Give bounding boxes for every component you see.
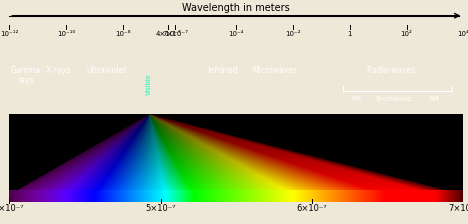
Text: 4×10⁻⁷: 4×10⁻⁷ — [0, 204, 25, 213]
Text: Ultraviolet: Ultraviolet — [87, 66, 127, 75]
Text: 1: 1 — [348, 31, 352, 37]
Text: 10²: 10² — [401, 31, 412, 37]
Text: 10⁻⁴: 10⁻⁴ — [228, 31, 244, 37]
Text: FM: FM — [351, 96, 362, 102]
Text: 5×10⁻⁷: 5×10⁻⁷ — [145, 204, 176, 213]
Text: 7×10⁻⁷: 7×10⁻⁷ — [448, 204, 468, 213]
Text: 10⁻²: 10⁻² — [285, 31, 301, 37]
Text: Microwaves: Microwaves — [253, 66, 297, 75]
Text: 10⁻¹⁰: 10⁻¹⁰ — [57, 31, 75, 37]
Text: 10⁻⁸: 10⁻⁸ — [115, 31, 131, 37]
Text: Gamma
rays: Gamma rays — [10, 66, 40, 86]
Text: Visible: Visible — [146, 73, 152, 95]
Text: Wavelength in meters: Wavelength in meters — [183, 3, 290, 13]
Text: X rays: X rays — [46, 66, 70, 75]
Text: AM: AM — [428, 96, 439, 102]
Text: 7×10⁻⁷: 7×10⁻⁷ — [162, 31, 188, 37]
Text: 6×10⁻⁷: 6×10⁻⁷ — [297, 204, 328, 213]
Text: Infrared: Infrared — [207, 66, 238, 75]
Text: 10⁻¹²: 10⁻¹² — [0, 31, 19, 37]
Text: 10⁴: 10⁴ — [457, 31, 468, 37]
Text: 4×10⁻⁷: 4×10⁻⁷ — [155, 31, 181, 37]
Text: Shortwave: Shortwave — [374, 96, 411, 102]
Text: Radio waves: Radio waves — [366, 66, 415, 75]
